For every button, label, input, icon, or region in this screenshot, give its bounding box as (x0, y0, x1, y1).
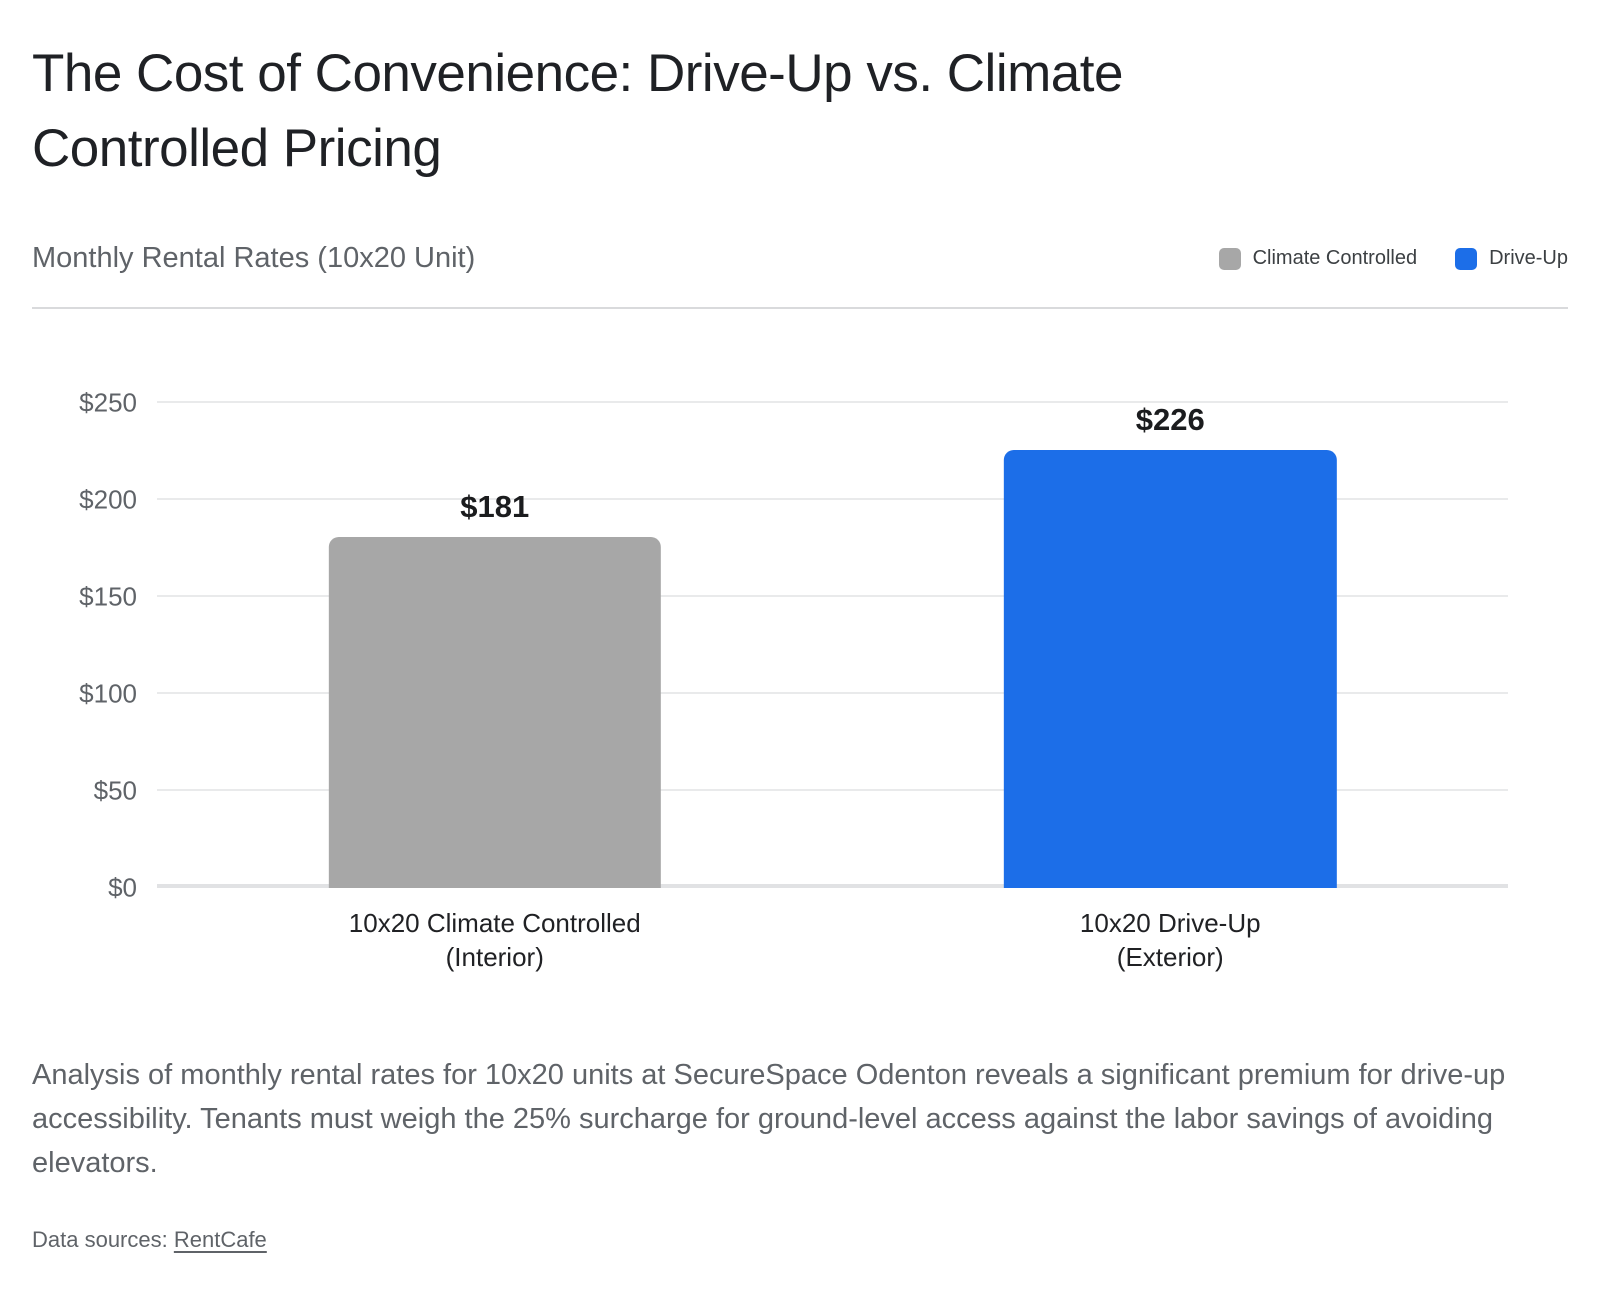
chart-header: Monthly Rental Rates (10x20 Unit) Climat… (32, 242, 1568, 275)
bar-climate-controlled[interactable] (328, 536, 661, 888)
x-axis-category-label: 10x20 Drive-Up (Exterior) (1079, 908, 1261, 972)
bar-chart: $0 $50 $100 $150 $200 $250 $181 10x20 Climate C… (32, 309, 1568, 1009)
data-sources: Data sources: RentCafe (32, 1227, 1568, 1253)
gridline-50 (157, 789, 1508, 791)
y-axis-tick-label: $200 (79, 484, 137, 515)
data-sources-link[interactable]: RentCafe (173, 1227, 267, 1252)
drive-up-swatch-icon (1455, 247, 1478, 270)
gridline-0 (157, 884, 1508, 888)
y-axis-tick-label: $100 (79, 678, 137, 709)
plot-area: $0 $50 $100 $150 $200 $250 $181 10x20 Climate C… (79, 388, 1508, 972)
page-title: The Cost of Convenience: Drive-Up vs. Cl… (32, 44, 1123, 178)
legend-label: Climate Controlled (1252, 247, 1418, 269)
chart-note: Analysis of monthly rental rates for 10x… (32, 1059, 1506, 1179)
bar-value-label: $226 (1135, 401, 1205, 437)
y-axis-tick-label: $150 (79, 581, 137, 612)
bar-drive-up[interactable] (1004, 449, 1337, 888)
legend: Climate Controlled Drive-Up (1218, 247, 1568, 270)
chart-subtitle: Monthly Rental Rates (10x20 Unit) (32, 242, 476, 274)
x-axis-category-label: 10x20 Climate Controlled (Interior) (348, 908, 641, 972)
y-axis-tick-label: $50 (93, 775, 137, 806)
gridline-150 (157, 595, 1508, 597)
legend-label: Drive-Up (1489, 247, 1568, 269)
header-divider (32, 307, 1568, 309)
gridline-100 (157, 692, 1508, 694)
climate-controlled-swatch-icon (1218, 247, 1241, 270)
legend-item-drive-up[interactable]: Drive-Up (1455, 247, 1568, 270)
page: The Cost of Convenience: Drive-Up vs. Cl… (32, 44, 1568, 1253)
gridline-200 (157, 498, 1508, 500)
y-axis-tick-label: $0 (108, 872, 137, 903)
data-sources-label: Data sources: (32, 1227, 174, 1252)
gridline-250 (157, 401, 1508, 403)
y-axis-tick-label: $250 (79, 387, 137, 418)
bar-value-label: $181 (460, 488, 530, 524)
legend-item-climate-controlled[interactable]: Climate Controlled (1218, 247, 1418, 270)
